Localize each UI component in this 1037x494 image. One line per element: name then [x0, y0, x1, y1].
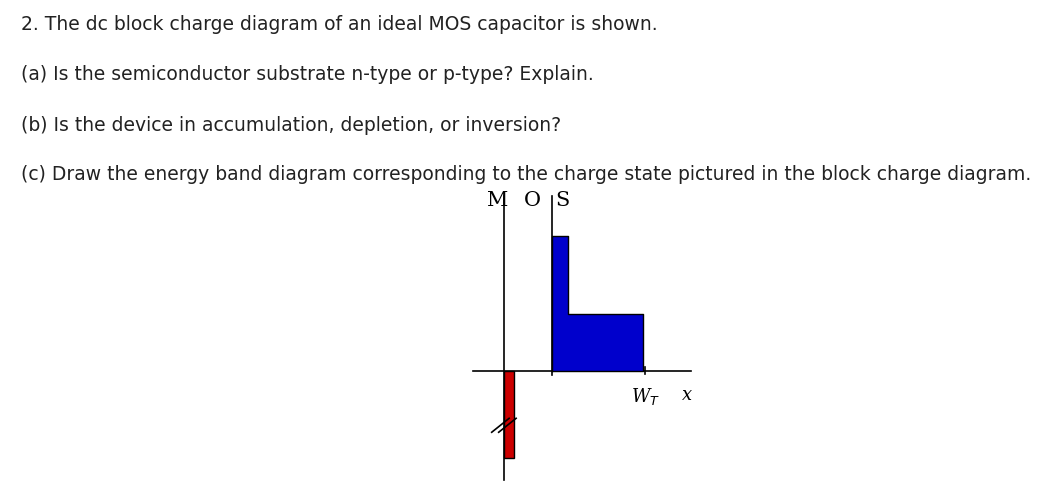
Bar	[552, 314, 643, 371]
Bar	[552, 236, 567, 371]
Text: x: x	[682, 386, 692, 405]
Text: 2. The dc block charge diagram of an ideal MOS capacitor is shown.: 2. The dc block charge diagram of an ide…	[21, 15, 657, 34]
Text: W$_T$: W$_T$	[630, 386, 660, 408]
Text: (b) Is the device in accumulation, depletion, or inversion?: (b) Is the device in accumulation, deple…	[21, 116, 561, 135]
Text: (c) Draw the energy band diagram corresponding to the charge state pictured in t: (c) Draw the energy band diagram corresp…	[21, 165, 1031, 184]
Text: O: O	[524, 191, 541, 209]
Text: S: S	[555, 191, 569, 209]
Text: M: M	[487, 191, 508, 209]
Bar	[504, 371, 514, 458]
Text: (a) Is the semiconductor substrate n-type or p-type? Explain.: (a) Is the semiconductor substrate n-typ…	[21, 66, 593, 84]
